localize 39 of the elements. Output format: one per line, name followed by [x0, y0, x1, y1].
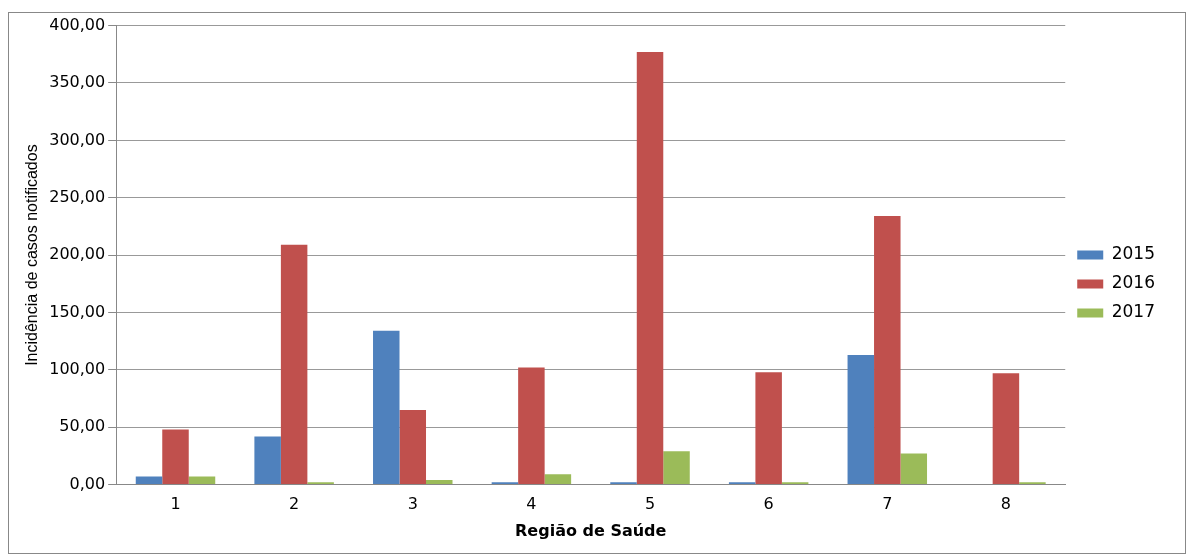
legend-label: 2017	[1111, 301, 1155, 322]
bar	[663, 451, 690, 485]
bar	[755, 372, 782, 485]
x-tick-label: 8	[1000, 494, 1012, 514]
x-axis-title: Região de Saúde	[515, 520, 667, 540]
bar	[900, 453, 928, 485]
x-tick-label: 4	[526, 494, 537, 514]
bar	[847, 354, 875, 485]
x-tick-label: 7	[882, 494, 893, 514]
bar	[135, 476, 163, 485]
y-tick-label: 400,00	[49, 14, 106, 34]
y-tick-label: 200,00	[49, 244, 106, 264]
y-tick-label: 0,00	[69, 473, 106, 493]
bar	[399, 410, 427, 485]
bar	[188, 476, 216, 485]
bar	[874, 216, 901, 485]
bar	[544, 474, 572, 485]
x-tick-label: 2	[289, 494, 300, 514]
x-tick-label: 6	[763, 494, 774, 514]
bar	[992, 373, 1020, 485]
y-tick-label: 150,00	[49, 301, 106, 321]
bar	[373, 330, 400, 485]
y-tick-label: 50,00	[59, 416, 106, 436]
y-tick-label: 300,00	[49, 129, 106, 149]
y-tick-label: 100,00	[49, 359, 106, 379]
bar	[280, 244, 308, 485]
bar	[254, 436, 281, 485]
bar	[636, 51, 664, 485]
bar	[162, 429, 189, 485]
y-tick-label: 250,00	[49, 186, 106, 206]
y-tick-label: 350,00	[49, 72, 106, 92]
bar	[518, 367, 545, 485]
x-tick-label: 1	[170, 494, 181, 514]
bar	[426, 480, 453, 485]
legend-label: 2015	[1111, 243, 1155, 264]
y-axis-title: Incidência de casos notificados	[23, 144, 41, 366]
x-tick-label: 5	[644, 494, 656, 514]
x-tick-label: 3	[407, 494, 418, 514]
legend-label: 2016	[1111, 272, 1155, 293]
